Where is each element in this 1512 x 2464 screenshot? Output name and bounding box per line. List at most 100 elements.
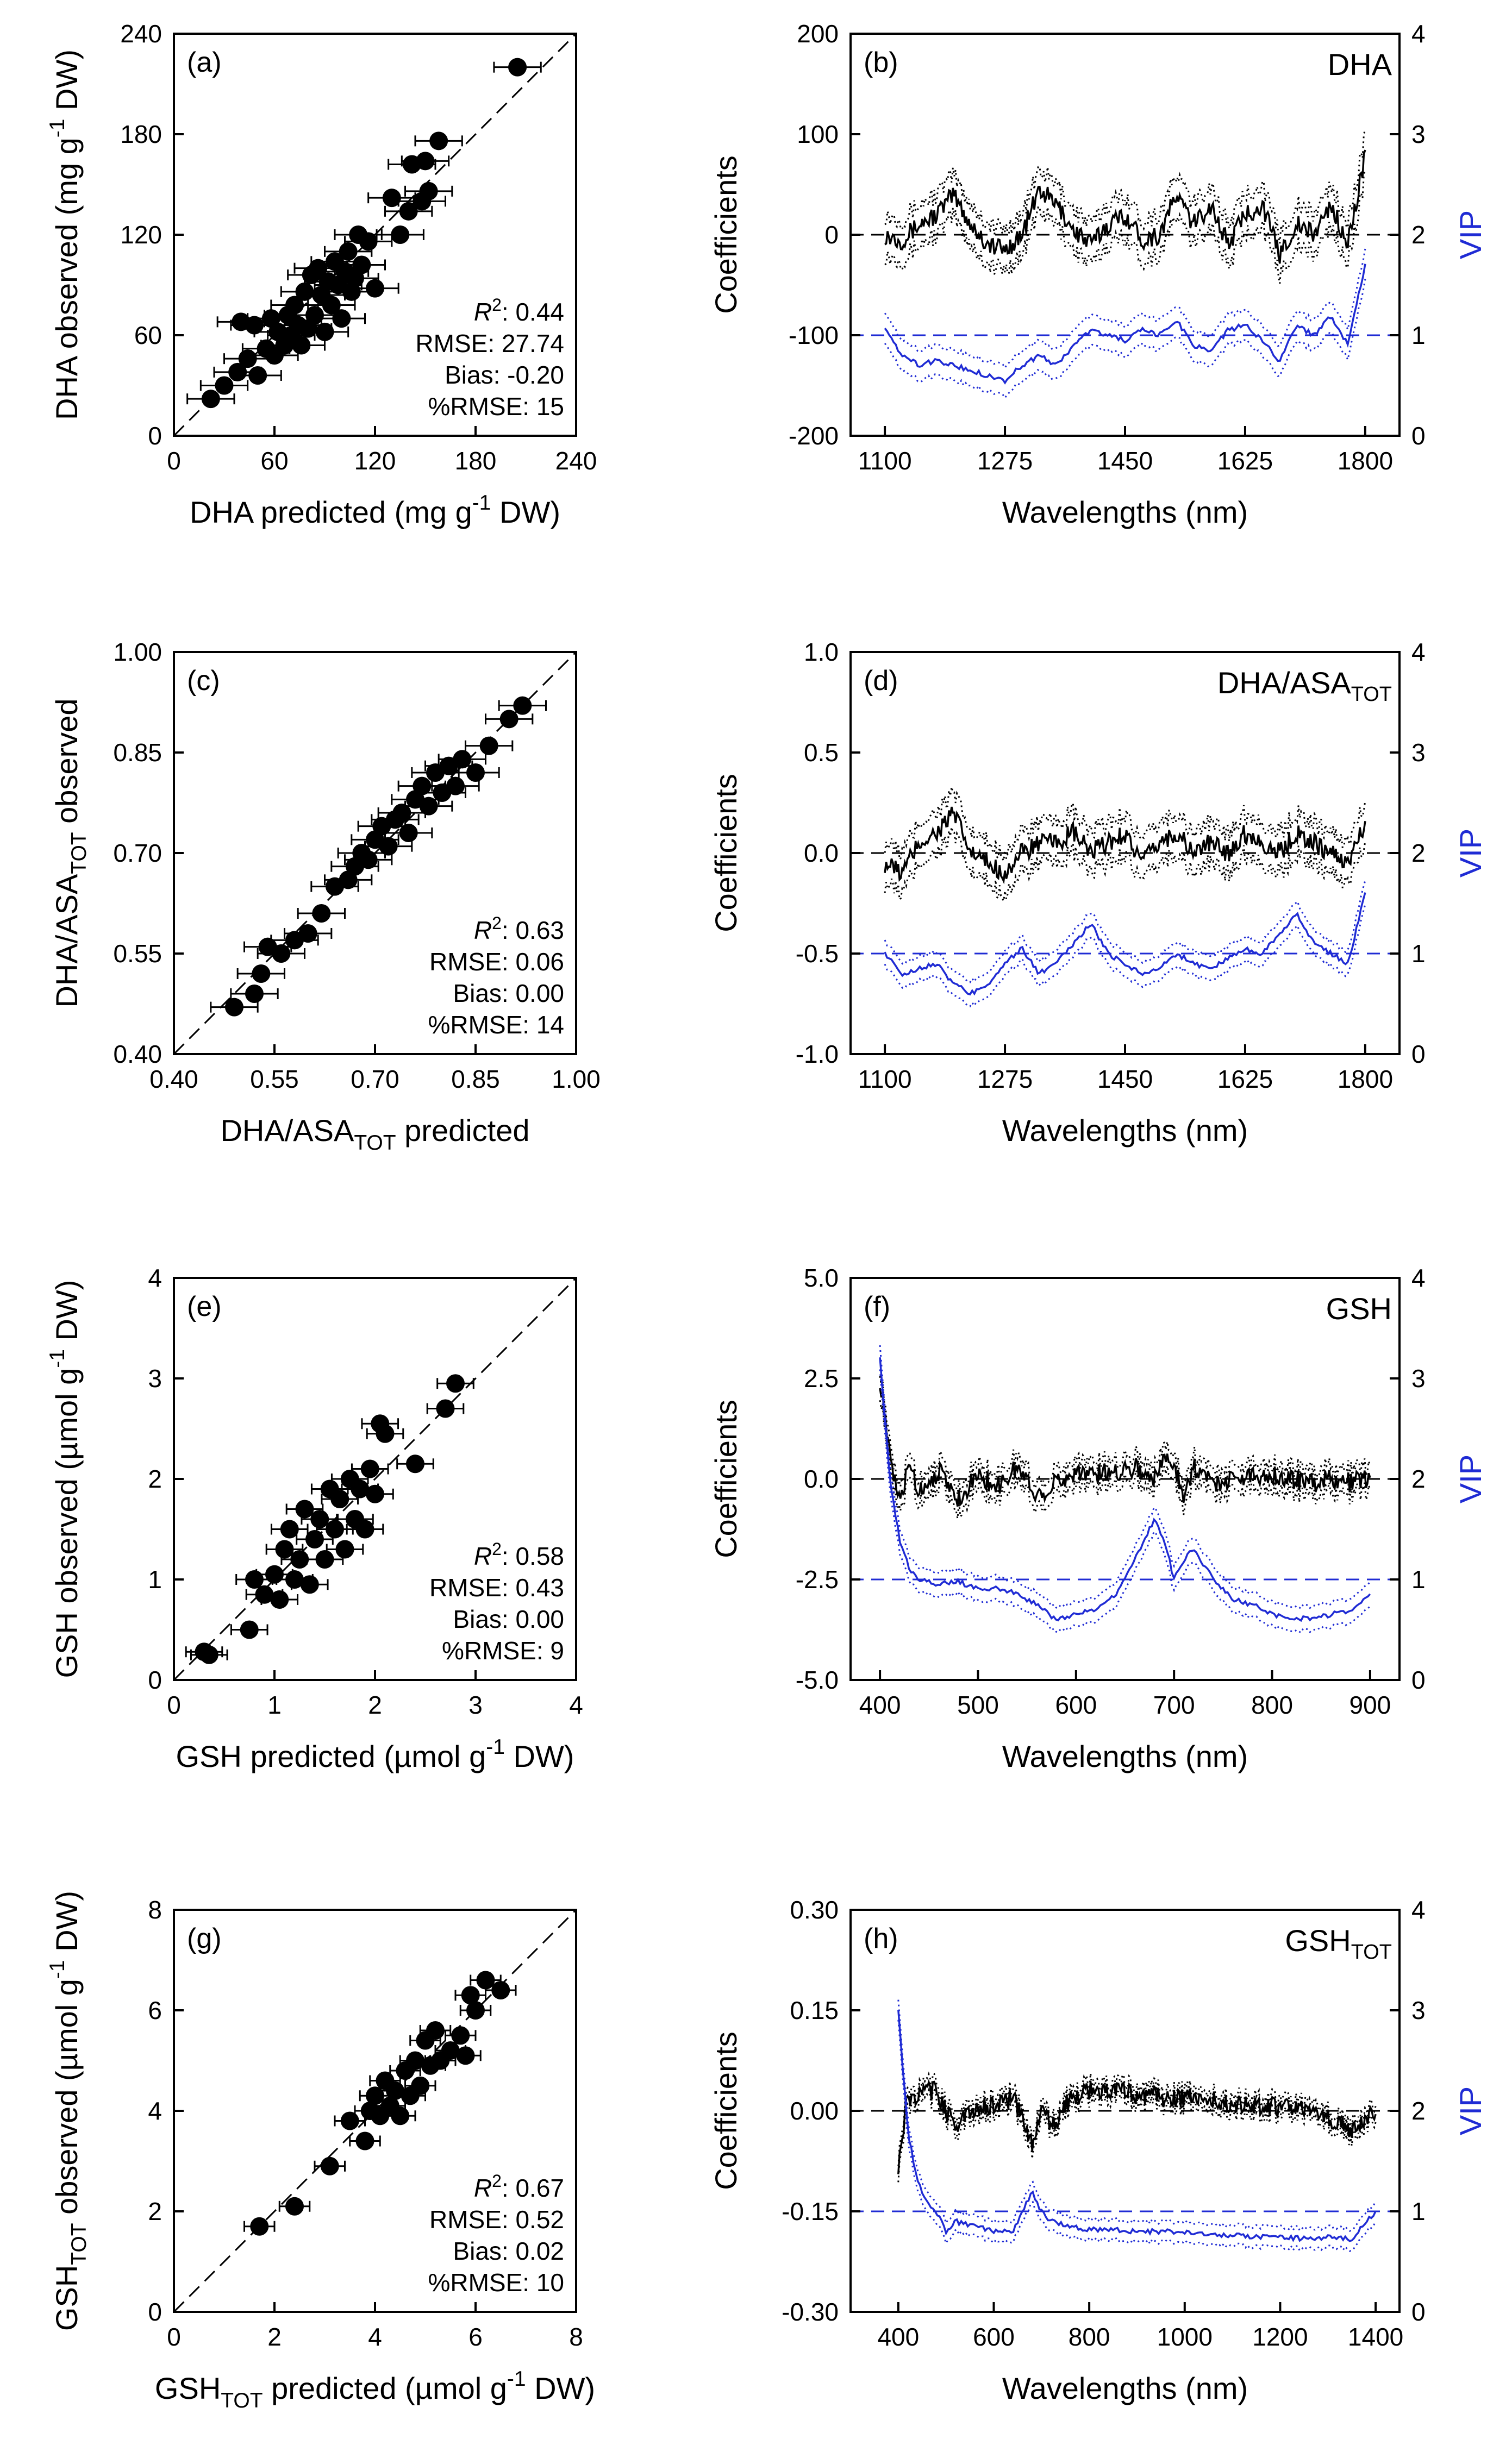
data-point	[335, 1540, 354, 1559]
data-point	[451, 2026, 470, 2045]
data-point	[466, 2001, 485, 2020]
y2-tick-label: 4	[1411, 638, 1426, 666]
data-point	[245, 1570, 264, 1589]
data-point	[300, 1575, 319, 1594]
panel-label: (f)	[864, 1291, 890, 1322]
data-point	[312, 904, 331, 923]
x-axis-title: GSH predicted (µmol g-1 DW)	[176, 1735, 574, 1773]
y-axis-title: GSHTOT observed (µmol g-1 DW)	[46, 1891, 91, 2331]
y2-tick-label: 0	[1411, 2298, 1426, 2326]
coefficient-series-line	[884, 149, 1366, 264]
y-tick-label: 0.5	[804, 738, 839, 767]
data-point	[315, 322, 334, 341]
y-tick-label: 0.00	[790, 2097, 839, 2125]
x-axis-title: DHA predicted (mg g-1 DW)	[190, 491, 560, 529]
y2-axis-title: VIP	[1453, 210, 1488, 259]
data-point	[466, 763, 485, 782]
data-point	[406, 1454, 424, 1474]
data-point	[309, 259, 328, 278]
vip-series-line	[884, 892, 1366, 996]
data-point	[285, 2197, 304, 2216]
data-point	[280, 1520, 299, 1539]
stats-line: RMSE: 0.52	[429, 2205, 564, 2234]
data-point	[411, 2076, 430, 2095]
panel-h: 400 600 800 1000 1200 1400 -0.30 -0.15 0.00 0.15 0…	[709, 1896, 1488, 2405]
y-tick-label: 200	[797, 20, 839, 48]
vip-lower-band	[897, 2020, 1377, 2252]
data-point	[340, 2111, 359, 2130]
x-tick-label: 0	[167, 1691, 181, 1719]
panel-b: 1100 1275 1450 1625 1800 -200 -100 0 100 200 0 1 2 3 4…	[709, 20, 1488, 529]
panel-c: 0.40 0.55 0.70 0.85 1.00 0.40 0.55 0.70 0.85 1.00…	[49, 638, 601, 1155]
data-point	[275, 1540, 294, 1559]
data-point	[366, 279, 384, 298]
y-tick-label: 0.15	[790, 1996, 839, 2024]
x-tick-label: 120	[354, 447, 396, 475]
panel-label: (g)	[187, 1923, 222, 1954]
stats-line: R2: 0.63	[474, 913, 564, 944]
vip-lower-band	[879, 1369, 1371, 1634]
data-point	[429, 131, 448, 151]
stats-line: %RMSE: 9	[442, 1637, 564, 1665]
data-point	[265, 1565, 284, 1584]
y2-tick-label: 0	[1411, 422, 1426, 450]
data-point	[436, 1399, 455, 1418]
y-tick-label: 5.0	[804, 1264, 839, 1292]
coefficient-upper-band	[884, 129, 1366, 244]
y-tick-label: 0.0	[804, 839, 839, 867]
data-point	[250, 2217, 269, 2236]
x-tick-label: 1400	[1348, 2323, 1403, 2351]
y2-tick-label: 3	[1411, 120, 1426, 148]
x-tick-label: 1800	[1338, 447, 1393, 475]
x-tick-label: 1450	[1097, 1065, 1153, 1093]
data-point	[508, 58, 527, 77]
data-point	[391, 2106, 410, 2126]
panel-name: DHA/ASATOT	[1217, 666, 1392, 706]
data-point	[416, 152, 435, 171]
y-tick-label: -1.0	[796, 1040, 839, 1068]
x-tick-label: 2	[368, 1691, 382, 1719]
data-point	[499, 710, 518, 729]
x-tick-label: 1.00	[552, 1065, 601, 1093]
x-tick-label: 240	[555, 447, 597, 475]
y2-tick-label: 0	[1411, 1040, 1426, 1068]
panel-label: (c)	[187, 665, 220, 697]
coefficient-upper-band	[897, 2071, 1377, 2166]
vip-upper-band	[884, 248, 1366, 369]
x-tick-label: 600	[1055, 1691, 1097, 1719]
data-point	[461, 1986, 480, 2005]
y2-tick-label: 4	[1411, 20, 1426, 48]
data-point	[360, 1459, 379, 1478]
data-point	[391, 225, 410, 244]
x-axis-title: DHA/ASATOT predicted	[220, 1113, 529, 1155]
coefficient-lower-band	[884, 826, 1366, 904]
y2-tick-label: 3	[1411, 738, 1426, 767]
data-point	[413, 776, 432, 795]
y-tick-label: 1	[148, 1565, 162, 1594]
data-point	[479, 736, 498, 755]
x-tick-label: 1000	[1157, 2323, 1213, 2351]
data-point	[305, 306, 324, 324]
data-point	[382, 189, 401, 208]
y-axis-title: Coefficients	[709, 774, 743, 932]
y-axis-title: Coefficients	[709, 1400, 743, 1558]
y2-tick-label: 4	[1411, 1264, 1426, 1292]
data-point	[320, 2156, 339, 2175]
x-axis-title: Wavelengths (nm)	[1002, 1739, 1248, 1773]
stats-line: %RMSE: 14	[428, 1011, 564, 1039]
x-tick-label: 1	[267, 1691, 282, 1719]
y2-tick-label: 4	[1411, 1896, 1426, 1924]
panel-d: 1100 1275 1450 1625 1800 -1.0 -0.5 0.0 0.5 1.0 0 1 2…	[709, 638, 1488, 1148]
vip-lower-band	[884, 279, 1366, 400]
coefficient-upper-band	[884, 786, 1366, 864]
x-tick-label: 1800	[1338, 1065, 1393, 1093]
panel-name: GSH	[1326, 1291, 1392, 1326]
data-point	[355, 1520, 374, 1539]
data-point	[446, 1374, 465, 1393]
data-point	[270, 1590, 289, 1609]
data-point	[476, 1971, 495, 1990]
stats-line: R2: 0.58	[474, 1539, 564, 1570]
y-tick-label: -100	[789, 321, 839, 349]
y-tick-label: 0	[148, 1666, 162, 1694]
